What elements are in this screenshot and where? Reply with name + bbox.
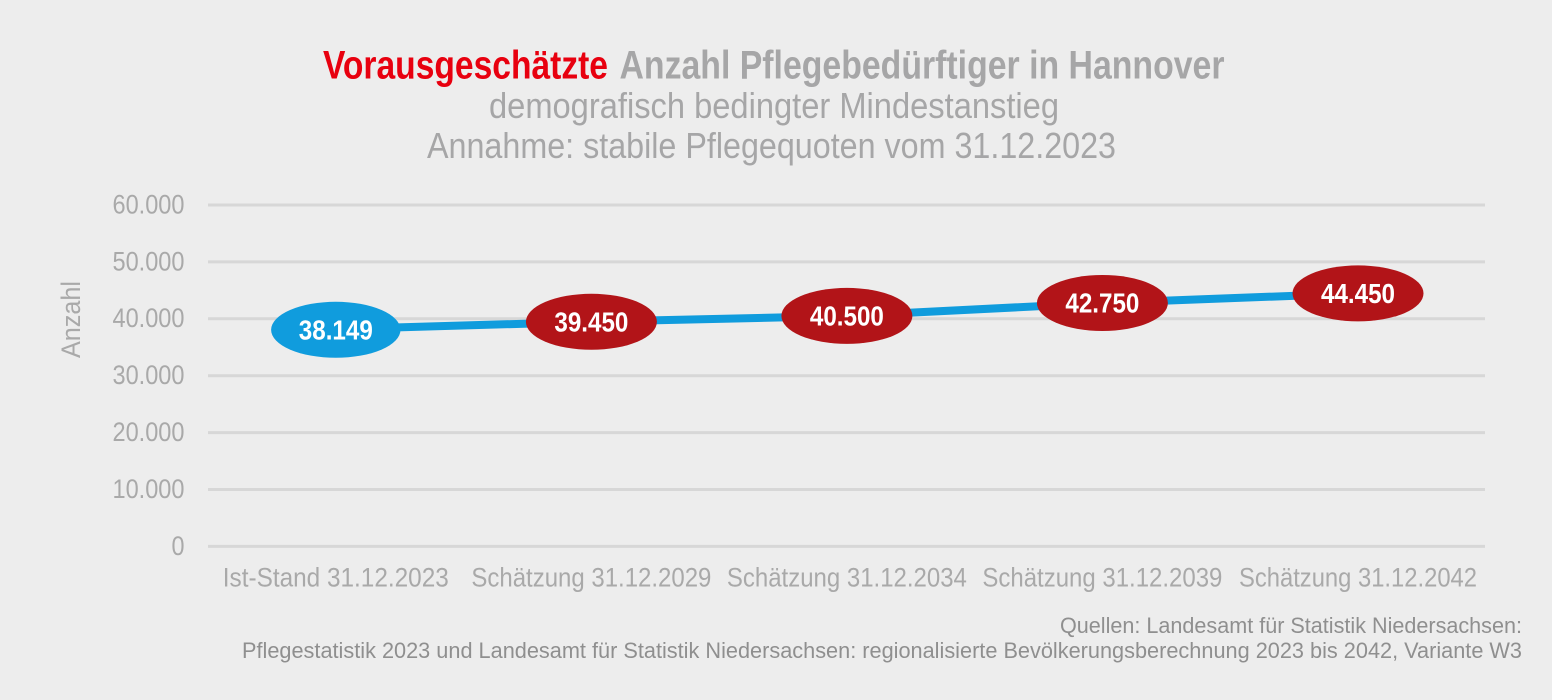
svg-text:Schätzung 31.12.2039: Schätzung 31.12.2039	[982, 563, 1222, 593]
svg-text:demografisch bedingter Mindest: demografisch bedingter Mindestanstieg	[489, 85, 1059, 126]
svg-text:Schätzung 31.12.2034: Schätzung 31.12.2034	[727, 563, 967, 593]
svg-text:42.750: 42.750	[1065, 288, 1139, 319]
svg-text:Pflegestatistik 2023 und Lande: Pflegestatistik 2023 und Landesamt für S…	[242, 638, 1522, 663]
svg-text:30.000: 30.000	[113, 360, 185, 390]
svg-text:10.000: 10.000	[113, 474, 185, 504]
svg-text:Schätzung 31.12.2029: Schätzung 31.12.2029	[471, 563, 711, 593]
svg-text:40.000: 40.000	[113, 303, 185, 333]
svg-text:Anzahl: Anzahl	[56, 281, 86, 358]
svg-text:Anzahl Pflegebedürftiger in Ha: Anzahl Pflegebedürftiger in Hannover	[620, 43, 1225, 87]
svg-text:Ist-Stand 31.12.2023: Ist-Stand 31.12.2023	[223, 563, 449, 593]
svg-text:44.450: 44.450	[1321, 278, 1395, 309]
svg-text:39.450: 39.450	[554, 306, 628, 337]
svg-text:20.000: 20.000	[113, 417, 185, 447]
svg-text:40.500: 40.500	[810, 301, 884, 332]
svg-text:0: 0	[172, 531, 185, 561]
svg-text:Annahme: stabile Pflegequoten: Annahme: stabile Pflegequoten vom 31.12.…	[427, 125, 1116, 166]
svg-text:38.149: 38.149	[299, 314, 373, 345]
svg-text:Quellen: Landesamt für Statist: Quellen: Landesamt für Statistik Nieders…	[1060, 613, 1522, 638]
svg-text:50.000: 50.000	[113, 246, 185, 276]
svg-text:Vorausgeschätzte: Vorausgeschätzte	[323, 43, 608, 87]
svg-text:Schätzung 31.12.2042: Schätzung 31.12.2042	[1239, 563, 1477, 593]
svg-text:60.000: 60.000	[113, 189, 185, 219]
